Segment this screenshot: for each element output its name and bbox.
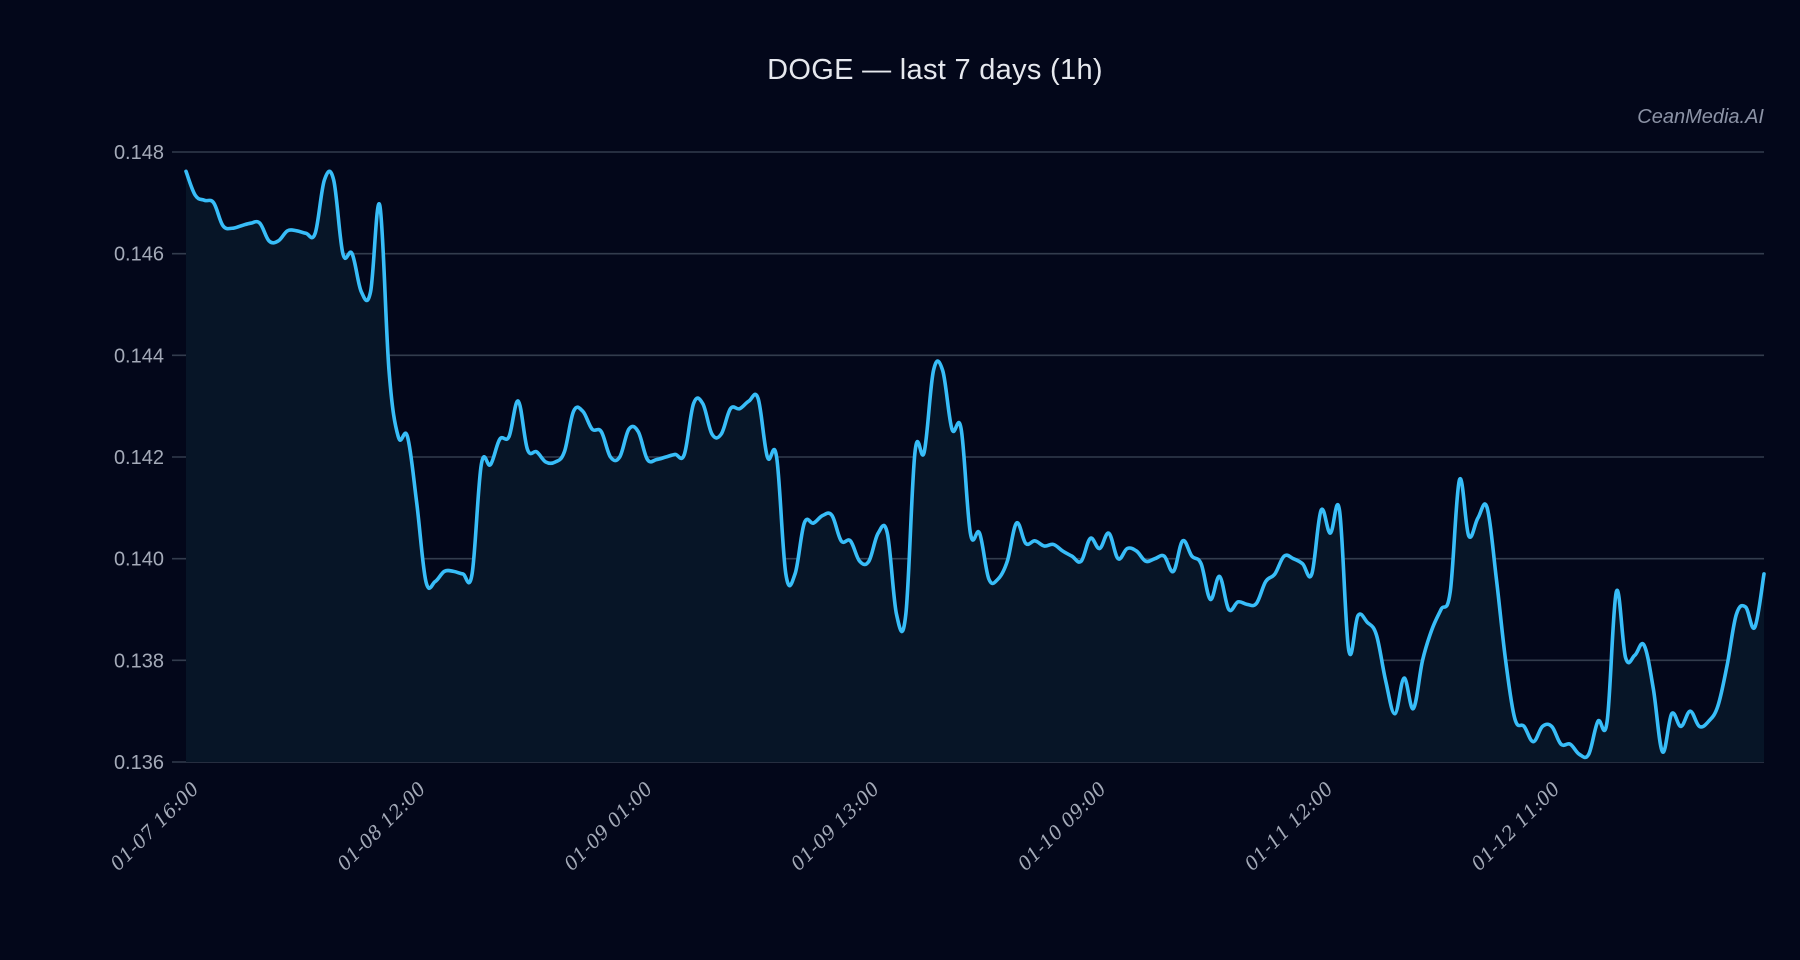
x-tick-label: 01-09 13:00 xyxy=(787,778,884,875)
chart-title: DOGE — last 7 days (1h) xyxy=(767,54,1103,86)
y-tick-label: 0.146 xyxy=(114,244,164,266)
x-tick-label: 01-11 12:00 xyxy=(1240,778,1337,875)
y-tick-label: 0.148 xyxy=(114,142,164,164)
watermark: CeanMedia.AI xyxy=(1637,106,1764,128)
y-tick-label: 0.136 xyxy=(114,752,164,774)
x-tick-label: 01-08 12:00 xyxy=(333,778,430,875)
y-tick-label: 0.138 xyxy=(114,650,164,672)
y-tick-label: 0.140 xyxy=(114,549,164,571)
x-tick-label: 01-09 01:00 xyxy=(560,778,657,875)
x-tick-label: 01-12 11:00 xyxy=(1467,778,1564,875)
x-tick-label: 01-10 09:00 xyxy=(1014,778,1111,875)
x-axis: 01-07 16:00 01-08 12:00 01-09 01:00 01-09 1… xyxy=(106,778,1564,875)
y-tick-label: 0.142 xyxy=(114,447,164,469)
x-tick-label: 01-07 16:00 xyxy=(106,778,203,875)
y-axis: 0.136 0.138 0.140 0.142 0.144 0.146 0.148 xyxy=(114,142,164,774)
price-line xyxy=(184,169,1766,760)
price-area-fill xyxy=(186,171,1764,763)
y-tick-label: 0.144 xyxy=(114,345,164,367)
